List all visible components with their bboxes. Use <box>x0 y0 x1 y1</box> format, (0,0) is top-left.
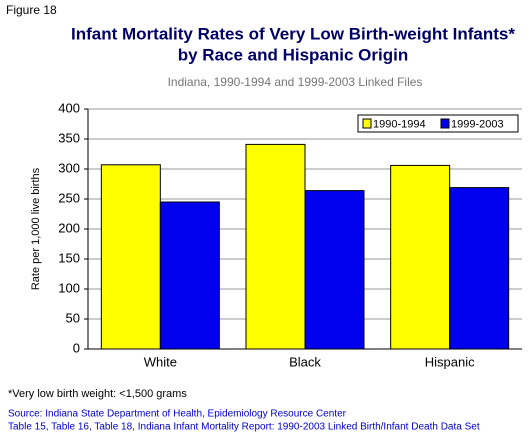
bar <box>304 190 365 350</box>
chart-title: by Race and Hispanic Origin <box>178 45 409 64</box>
y-axis-label: Rate per 1,000 live births <box>30 167 42 290</box>
y-tick-label: 0 <box>73 340 80 355</box>
legend-swatch <box>362 118 372 129</box>
bar <box>100 164 161 350</box>
x-tick-label: Black <box>289 354 321 369</box>
legend-swatch <box>440 118 450 129</box>
bar <box>245 143 306 350</box>
y-tick-label: 300 <box>58 160 80 175</box>
y-tick-label: 200 <box>58 220 80 235</box>
chart-title: Infant Mortality Rates of Very Low Birth… <box>71 24 515 43</box>
bar <box>449 187 510 350</box>
y-tick-label: 150 <box>58 250 80 265</box>
x-tick-label: Hispanic <box>425 354 475 369</box>
x-tick-label: White <box>144 354 177 369</box>
footnote: *Very low birth weight: <1,500 grams <box>8 388 187 400</box>
y-tick-label: 350 <box>58 130 80 145</box>
legend-label: 1990-1994 <box>373 118 426 130</box>
source: Table 15, Table 16, Table 18, Indiana In… <box>8 422 480 433</box>
legend-box <box>357 114 519 133</box>
legend-label: 1999-2003 <box>451 118 504 130</box>
y-tick-label: 400 <box>58 100 80 115</box>
source: Source: Indiana State Department of Heal… <box>8 409 347 420</box>
bar <box>159 201 220 350</box>
y-tick-label: 250 <box>58 190 80 205</box>
y-tick-label: 100 <box>58 280 80 295</box>
y-tick-label: 50 <box>66 310 80 325</box>
bar <box>390 164 451 350</box>
subtitle: Indiana, 1990-1994 and 1999-2003 Linked … <box>168 75 423 89</box>
figure-label: Figure 18 <box>6 3 57 17</box>
